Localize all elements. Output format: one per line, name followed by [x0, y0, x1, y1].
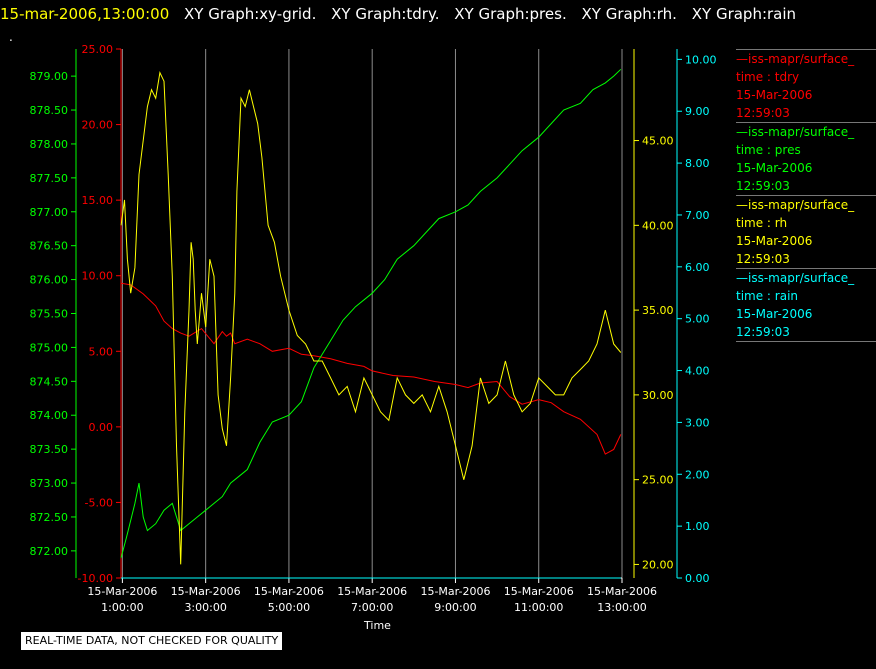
y-tick-label-pres: 877.50	[30, 172, 69, 185]
quality-notice: REAL-TIME DATA, NOT CHECKED FOR QUALITY	[21, 632, 283, 650]
y-tick-label-pres: 876.00	[30, 274, 69, 287]
legend-series-name: —iss-mapr/surface_	[736, 125, 855, 139]
legend-item-tdry[interactable]: —iss-mapr/surface_ time : tdry 15-Mar-20…	[736, 49, 876, 122]
legend-variable: time : rain	[736, 289, 799, 303]
y-tick-label-pres: 873.50	[30, 443, 69, 456]
legend-time: 12:59:03	[736, 106, 790, 120]
graph-name: XY Graph:rain	[691, 5, 797, 23]
y-tick-label-pres: 875.50	[30, 308, 69, 321]
legend: —iss-mapr/surface_ time : tdry 15-Mar-20…	[736, 49, 876, 343]
graph-name: XY Graph:tdry.	[331, 5, 440, 23]
y-tick-label-tdry: 15.00	[82, 194, 114, 207]
y-tick-label-pres: 873.00	[30, 477, 69, 490]
y-tick-label-rain: 1.00	[685, 520, 710, 533]
y-tick-label-tdry: -5.00	[85, 496, 113, 509]
graph-name: XY Graph:xy-grid.	[184, 5, 317, 23]
x-tick-label-date: 15-Mar-2006	[504, 585, 574, 598]
series-line-tdry	[121, 282, 622, 455]
y-tick-label-rain: 9.00	[685, 105, 710, 118]
legend-item-rain[interactable]: —iss-mapr/surface_ time : rain 15-Mar-20…	[736, 268, 876, 341]
x-tick-label-time: 1:00:00	[101, 601, 143, 614]
legend-time: 12:59:03	[736, 325, 790, 339]
y-tick-label-rh: 20.00	[642, 558, 674, 571]
graph-name: XY Graph:pres.	[454, 5, 567, 23]
x-tick-label-time: 7:00:00	[351, 601, 393, 614]
y-tick-label-rain: 10.00	[685, 53, 717, 66]
x-tick-label-time: 13:00:00	[597, 601, 646, 614]
y-tick-label-rain: 6.00	[685, 261, 710, 274]
y-tick-label-pres: 877.00	[30, 206, 69, 219]
x-tick-label-date: 15-Mar-2006	[254, 585, 324, 598]
y-tick-label-rain: 8.00	[685, 157, 710, 170]
y-tick-label-tdry: -10.00	[78, 572, 113, 585]
y-tick-label-rain: 2.00	[685, 468, 710, 481]
legend-series-name: —iss-mapr/surface_	[736, 271, 855, 285]
y-tick-label-pres: 874.00	[30, 409, 69, 422]
y-tick-label-rh: 40.00	[642, 219, 674, 232]
y-tick-label-rain: 4.00	[685, 365, 710, 378]
legend-series-name: —iss-mapr/surface_	[736, 198, 855, 212]
y-tick-label-tdry: 25.00	[82, 43, 114, 56]
y-tick-label-rh: 35.00	[642, 304, 674, 317]
x-tick-label-time: 9:00:00	[434, 601, 476, 614]
y-tick-label-pres: 878.00	[30, 138, 69, 151]
y-tick-label-rain: 7.00	[685, 209, 710, 222]
legend-item-rh[interactable]: —iss-mapr/surface_ time : rh 15-Mar-2006…	[736, 195, 876, 268]
y-tick-label-tdry: 10.00	[82, 270, 114, 283]
legend-date: 15-Mar-2006	[736, 161, 813, 175]
legend-item-pres[interactable]: —iss-mapr/surface_ time : pres 15-Mar-20…	[736, 122, 876, 195]
legend-divider	[736, 341, 876, 343]
y-tick-label-rh: 45.00	[642, 135, 674, 148]
y-tick-label-pres: 876.50	[30, 240, 69, 253]
y-tick-label-rh: 25.00	[642, 474, 674, 487]
legend-variable: time : pres	[736, 143, 801, 157]
y-tick-label-rain: 5.00	[685, 313, 710, 326]
x-tick-label-date: 15-Mar-2006	[171, 585, 241, 598]
legend-time: 12:59:03	[736, 252, 790, 266]
x-axis-title: Time	[363, 619, 391, 632]
x-tick-label-date: 15-Mar-2006	[420, 585, 490, 598]
x-tick-label-date: 15-Mar-2006	[587, 585, 657, 598]
y-tick-label-pres: 872.50	[30, 511, 69, 524]
y-tick-label-pres: 875.00	[30, 341, 69, 354]
legend-variable: time : tdry	[736, 70, 800, 84]
legend-date: 15-Mar-2006	[736, 88, 813, 102]
legend-series-name: —iss-mapr/surface_	[736, 52, 855, 66]
y-tick-label-rain: 0.00	[685, 572, 710, 585]
y-tick-label-pres: 878.50	[30, 104, 69, 117]
y-tick-label-pres: 872.00	[30, 545, 69, 558]
y-tick-label-rh: 30.00	[642, 389, 674, 402]
x-tick-label-time: 3:00:00	[184, 601, 226, 614]
legend-variable: time : rh	[736, 216, 788, 230]
graph-name: XY Graph:rh.	[581, 5, 677, 23]
y-tick-label-tdry: 0.00	[89, 421, 114, 434]
marker-dot: .	[9, 30, 13, 44]
title-bar: 15-mar-2006,13:00:00 XY Graph:xy-grid. X…	[0, 4, 806, 24]
x-tick-label-time: 11:00:00	[514, 601, 563, 614]
legend-date: 15-Mar-2006	[736, 234, 813, 248]
x-tick-label-date: 15-Mar-2006	[337, 585, 407, 598]
y-tick-label-tdry: 20.00	[82, 119, 114, 132]
legend-time: 12:59:03	[736, 179, 790, 193]
x-tick-label-date: 15-Mar-2006	[87, 585, 157, 598]
series-line-pres	[120, 68, 622, 558]
legend-date: 15-Mar-2006	[736, 307, 813, 321]
x-tick-label-time: 5:00:00	[268, 601, 310, 614]
timestamp: 15-mar-2006,13:00:00	[0, 5, 170, 23]
y-tick-label-pres: 879.00	[30, 70, 69, 83]
y-tick-label-tdry: 5.00	[89, 345, 114, 358]
series-line-rh	[120, 71, 622, 565]
y-tick-label-pres: 874.50	[30, 375, 69, 388]
y-tick-label-rain: 3.00	[685, 416, 710, 429]
